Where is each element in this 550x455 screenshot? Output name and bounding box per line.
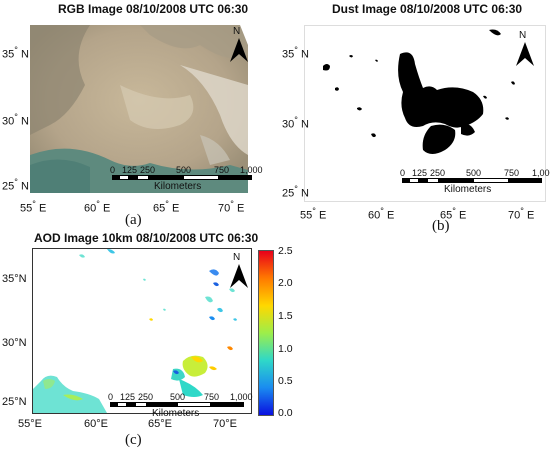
colorbar-tick: 2.5 <box>278 245 293 257</box>
scale-tick: 125 <box>120 392 136 402</box>
dust-mask-map <box>304 25 546 202</box>
colorbar-tick: 2.0 <box>278 277 293 289</box>
scale-unit: Kilometers <box>444 184 492 195</box>
lat-label-35: 35° N <box>282 45 309 61</box>
lon-label-55: 55°E <box>18 418 42 430</box>
colorbar-tick: 0.5 <box>278 375 293 387</box>
aod-colorbar <box>258 250 274 416</box>
lon-label-55: 55° E <box>20 199 47 215</box>
colorbar-tick: 1.0 <box>278 343 293 355</box>
scale-tick: 0 <box>108 392 114 402</box>
lon-label-65: 65° E <box>440 206 467 222</box>
colorbar-tick: 1.5 <box>278 310 293 322</box>
colorbar-tick: 0.0 <box>278 407 293 419</box>
panel-b-title: Dust Image 08/10/2008 UTC 06:30 <box>332 2 523 16</box>
lon-label-60: 60° E <box>368 206 395 222</box>
scale-tick: 500 <box>176 165 192 175</box>
colorbar-gradient <box>259 251 273 415</box>
scale-tick: 1,000 <box>240 165 263 175</box>
rgb-satellite-map <box>30 25 248 193</box>
lat-label-25: 25° N <box>2 177 29 193</box>
scale-tick: 0 <box>110 165 116 175</box>
lon-label-60: 60°E <box>84 418 108 430</box>
lat-label-30: 30° N <box>282 115 309 131</box>
scale-tick: 250 <box>138 392 154 402</box>
scale-tick: 500 <box>170 392 186 402</box>
scale-tick: 750 <box>504 168 520 178</box>
lat-label-35: 35°N <box>2 273 27 285</box>
lat-label-25: 25°N <box>2 396 27 408</box>
caption-b: (b) <box>432 218 450 234</box>
panel-a-title: RGB Image 08/10/2008 UTC 06:30 <box>58 2 249 16</box>
scale-tick: 500 <box>466 168 482 178</box>
scale-tick: 125 <box>412 168 428 178</box>
lat-label-35: 35° N <box>2 45 29 61</box>
lon-label-70: 70°E <box>213 418 237 430</box>
lat-label-25: 25° N <box>282 184 309 200</box>
scale-tick: 0 <box>400 168 406 178</box>
lat-label-30: 30°N <box>2 337 27 349</box>
lon-label-55: 55° E <box>300 206 327 222</box>
lon-label-70: 70° E <box>218 199 245 215</box>
lon-label-60: 60° E <box>84 199 111 215</box>
scale-tick: 1,000 <box>532 168 550 178</box>
aod-map <box>32 248 252 414</box>
caption-a: (a) <box>125 212 142 228</box>
scale-tick: 1,000 <box>230 392 253 402</box>
scale-tick: 250 <box>140 165 156 175</box>
panel-c-title: AOD Image 10km 08/10/2008 UTC 06:30 <box>34 231 259 245</box>
scale-tick: 250 <box>430 168 446 178</box>
scale-unit: Kilometers <box>154 181 202 192</box>
caption-c: (c) <box>125 432 142 448</box>
scale-tick: 750 <box>204 392 220 402</box>
lat-label-30: 30° N <box>2 112 29 128</box>
lon-label-65: 65° E <box>153 199 180 215</box>
scale-unit: Kilometers <box>152 408 200 419</box>
scale-tick: 125 <box>122 165 138 175</box>
lon-label-65: 65°E <box>148 418 172 430</box>
lon-label-70: 70° E <box>508 206 535 222</box>
scale-tick: 750 <box>214 165 230 175</box>
